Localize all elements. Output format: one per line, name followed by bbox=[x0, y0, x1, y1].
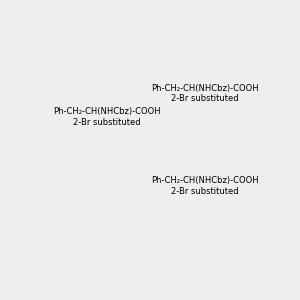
Text: Ph-CH₂-CH(NHCbz)-COOH
2-Br substituted: Ph-CH₂-CH(NHCbz)-COOH 2-Br substituted bbox=[53, 107, 161, 127]
Text: Ph-CH₂-CH(NHCbz)-COOH
2-Br substituted: Ph-CH₂-CH(NHCbz)-COOH 2-Br substituted bbox=[151, 84, 259, 104]
Text: Ph-CH₂-CH(NHCbz)-COOH
2-Br substituted: Ph-CH₂-CH(NHCbz)-COOH 2-Br substituted bbox=[151, 176, 259, 196]
